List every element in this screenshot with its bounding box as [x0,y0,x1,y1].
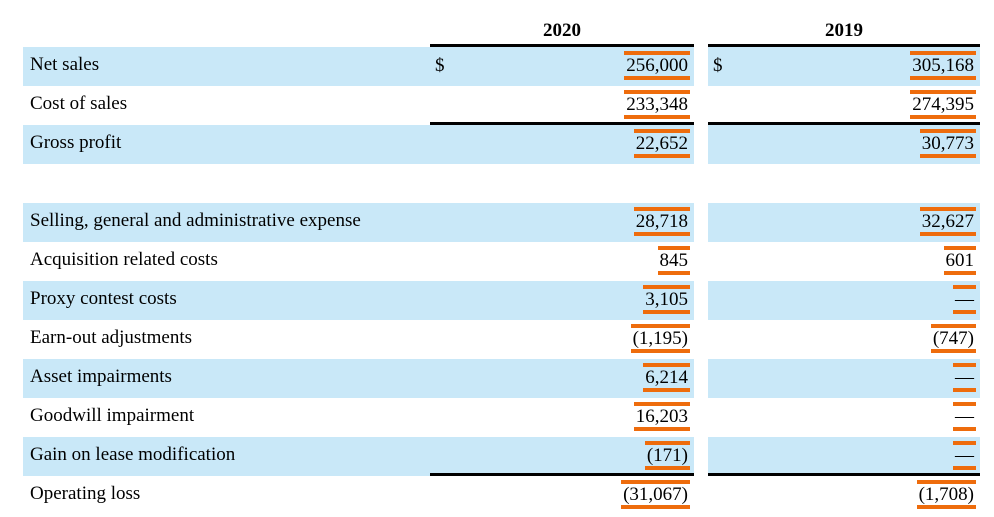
column-gap [694,320,708,359]
cell-2019: — [708,437,980,476]
row-label: Selling, general and administrative expe… [23,203,430,242]
header-label-spacer [23,0,430,47]
value-2020: 16,203 [633,401,691,431]
column-gap [694,47,708,86]
column-gap [694,476,708,515]
table-row-gain-on-lease-modification: Gain on lease modification (171) — [23,437,994,476]
row-label: Gross profit [23,125,430,164]
value-2020: 845 [657,245,690,275]
column-gap [694,359,708,398]
cell-2020: $256,000 [430,47,694,86]
column-header-2020: 2020 [430,0,694,47]
value-2019: (747) [930,323,977,353]
table-row-gross-profit: Gross profit 22,652 30,773 [23,125,994,164]
value-2020: 256,000 [624,50,690,80]
value-2020: 28,718 [633,206,691,236]
column-gap [694,164,708,203]
column-gap [694,437,708,476]
cell-2019: (1,708) [708,476,980,515]
cell-2020 [430,164,694,203]
value-2019: — [953,284,976,314]
value-2019: 601 [943,245,976,275]
value-2019: — [953,362,976,392]
table-row-operating-loss: Operating loss (31,067) (1,708) [23,476,994,515]
cell-2020: 845 [430,242,694,281]
value-2020: 6,214 [643,362,690,392]
column-gap [694,398,708,437]
table-row-asset-impairments: Asset impairments 6,214 — [23,359,994,398]
value-2020: (31,067) [621,479,690,509]
row-label: Asset impairments [23,359,430,398]
cell-2020: 6,214 [430,359,694,398]
row-label [23,164,430,203]
table-row-sga-expense: Selling, general and administrative expe… [23,203,994,242]
row-label: Net sales [23,47,430,86]
cell-2019: 32,627 [708,203,980,242]
value-2020: 233,348 [624,89,690,119]
row-label: Goodwill impairment [30,405,195,426]
value-2019: 305,168 [910,50,976,80]
value-2019: 30,773 [919,128,977,158]
cell-2019 [708,164,980,203]
table-row-acquisition-costs: Acquisition related costs 845 601 [23,242,994,281]
currency-symbol: $ [713,54,723,76]
value-2020: (171) [644,440,691,470]
table-row-earn-out-adjustments: Earn-out adjustments (1,195) (747) [23,320,994,359]
table-header-row: 2020 2019 [23,0,994,47]
cell-2020: 3,105 [430,281,694,320]
currency-symbol: $ [435,54,445,76]
value-2019: 32,627 [919,206,977,236]
cell-2019: — [708,281,980,320]
cell-2019: — [708,398,980,437]
table-body: Net sales $256,000 $305,168 Cost of sale… [0,47,994,515]
cell-2019: 601 [708,242,980,281]
column-header-2019: 2019 [708,0,980,47]
table-row-net-sales: Net sales $256,000 $305,168 [23,47,994,86]
row-label: Gain on lease modification [23,437,430,476]
column-gap [694,281,708,320]
cell-2019: — [708,359,980,398]
column-gap [694,203,708,242]
row-label: Proxy contest costs [23,281,430,320]
value-2019: — [953,440,976,470]
cell-2019: 30,773 [708,125,980,164]
column-gap [694,86,708,125]
cell-2020: 28,718 [430,203,694,242]
column-gap [694,242,708,281]
cell-2020: 233,348 [430,86,694,125]
cell-2019: 274,395 [708,86,980,125]
header-column-gap [694,0,708,47]
table-row-cost-of-sales: Cost of sales 233,348 274,395 [23,86,994,125]
cell-2020: 16,203 [430,398,694,437]
value-2020: 3,105 [643,284,690,314]
cell-2020: (1,195) [430,320,694,359]
value-2019: 274,395 [910,89,976,119]
table-row-proxy-contest-costs: Proxy contest costs 3,105 — [23,281,994,320]
value-2020: 22,652 [633,128,691,158]
table-row-goodwill-impairment: Goodwill impairment 16,203 — [23,398,994,437]
row-label: Earn-out adjustments [30,327,192,348]
value-2020: (1,195) [630,323,691,353]
cell-2020: (31,067) [430,476,694,515]
row-label: Cost of sales [30,93,128,114]
table-row-spacer [23,164,994,203]
row-label: Operating loss [30,483,141,504]
cell-2019: $305,168 [708,47,980,86]
column-gap [694,125,708,164]
cell-2019: (747) [708,320,980,359]
cell-2020: 22,652 [430,125,694,164]
row-label: Acquisition related costs [30,249,218,270]
value-2019: (1,708) [916,479,977,509]
cell-2020: (171) [430,437,694,476]
value-2019: — [953,401,976,431]
